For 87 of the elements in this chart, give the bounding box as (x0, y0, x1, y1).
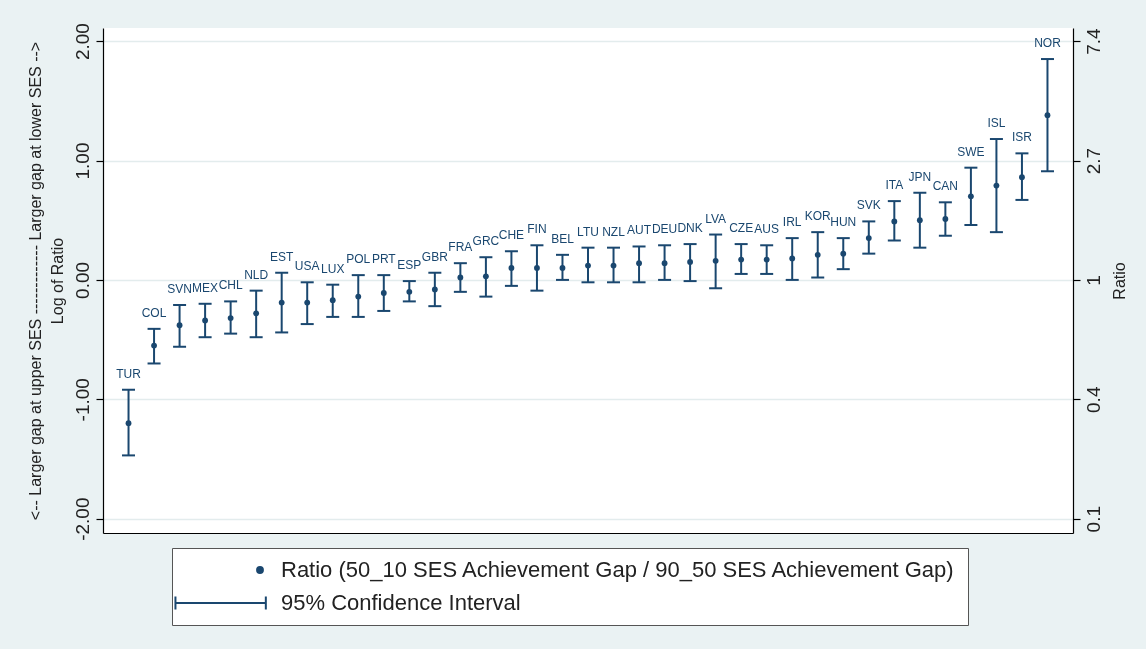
x-tick-label: POL (346, 252, 371, 267)
x-tick-label: ITA (885, 178, 904, 193)
point (482, 273, 489, 280)
y2-tick-label: 0.4 (1082, 386, 1104, 413)
point (457, 274, 464, 281)
point (253, 310, 260, 317)
y2-tick-label: 1 (1082, 275, 1104, 286)
x-tick-label: FIN (527, 222, 547, 237)
y-tick-label: -2.00 (71, 497, 93, 541)
x-tick-label: GRC (472, 234, 500, 249)
x-tick-label: SVK (856, 198, 881, 213)
x-tick-label: EST (270, 249, 295, 264)
x-tick-label: NZL (602, 224, 626, 239)
y-tick-label: -1.00 (71, 378, 93, 422)
point (661, 260, 668, 267)
point (1019, 174, 1025, 181)
point (712, 257, 719, 264)
point (202, 317, 209, 324)
point (1044, 112, 1051, 119)
point (431, 286, 438, 293)
x-tick-label: ISR (1011, 130, 1033, 145)
point (534, 265, 540, 271)
x-tick-label: CHE (498, 228, 525, 243)
x-tick-label: COL (141, 305, 167, 320)
x-tick-label: NOR (1034, 36, 1062, 51)
point (814, 251, 821, 258)
x-tick-label: AUT (627, 223, 652, 238)
point (967, 193, 974, 200)
point (176, 322, 183, 329)
x-tick-label: IRL (782, 215, 802, 230)
x-tick-label: SVN (167, 281, 192, 296)
x-tick-label: PRT (371, 252, 397, 267)
point (738, 256, 745, 263)
point (227, 315, 234, 322)
x-tick-label: ESP (397, 258, 422, 273)
point (840, 250, 847, 257)
x-tick-label: LUX (321, 261, 345, 276)
x-tick-label: HUN (830, 215, 857, 230)
point (406, 288, 413, 295)
point (380, 290, 387, 296)
point (355, 293, 362, 300)
point (151, 342, 157, 349)
point (329, 297, 336, 304)
point (636, 260, 642, 267)
y2-tick-label: 7.4 (1082, 28, 1104, 55)
x-tick-label: ISL (987, 116, 1006, 131)
point (278, 299, 285, 306)
legend-label: Ratio (50_10 SES Achievement Gap / 90_50 SES Achievement Gap) (281, 557, 954, 582)
x-tick-label: CAN (932, 179, 959, 194)
y-tick-label: 0.00 (71, 261, 93, 299)
point (891, 218, 898, 225)
x-tick-label: AUS (754, 222, 780, 237)
y-tick-label: 1.00 (71, 142, 93, 180)
y-axis-title: <-- Larger gap at upper SES ------------- Larger gap at lower SES --> Log of Ratio (26, 41, 66, 521)
x-tick-label: MEX (192, 280, 219, 295)
point (763, 256, 770, 263)
point (585, 262, 591, 269)
point (993, 182, 1000, 189)
x-tick-label: LVA (705, 211, 727, 226)
x-tick-label: USA (294, 259, 320, 274)
y-tick-label: 2.00 (71, 23, 93, 61)
x-tick-label: SWE (957, 144, 985, 159)
x-tick-label: FRA (448, 240, 473, 255)
point (687, 259, 694, 265)
point (789, 255, 796, 262)
point (125, 420, 132, 427)
point (559, 265, 566, 271)
x-tick-label: GBR (421, 249, 449, 264)
point (610, 262, 617, 269)
y2-tick-label: 2.7 (1082, 147, 1104, 175)
x-tick-label: CZE (729, 221, 754, 236)
x-tick-label: DNK (677, 221, 703, 236)
x-tick-label: NLD (244, 267, 269, 282)
x-tick-label: DEU (651, 222, 678, 237)
x-tick-label: CHL (218, 278, 243, 293)
y2-axis-title: Ratio (1110, 262, 1128, 300)
y2-tick-label: 0.1 (1082, 505, 1104, 533)
x-tick-label: LTU (577, 224, 599, 239)
point (304, 299, 311, 306)
point (916, 217, 923, 224)
point (865, 235, 872, 242)
point (508, 265, 515, 271)
point (942, 216, 949, 222)
x-tick-label: BEL (551, 231, 575, 246)
x-tick-label: JPN (908, 169, 932, 184)
text: 95% Confidence Interval (281, 590, 521, 615)
x-tick-label: TUR (116, 366, 142, 381)
